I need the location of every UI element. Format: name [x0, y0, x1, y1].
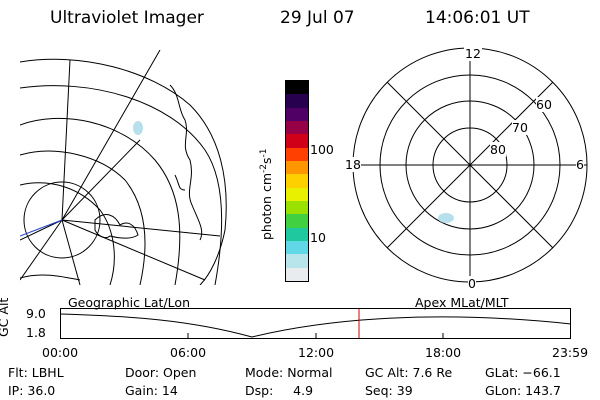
status-ip: IP: 36.0 [8, 383, 56, 398]
timeline-plot [60, 308, 572, 339]
colorbar-segment [286, 107, 308, 121]
x-tick-1800: 18:00 [425, 345, 462, 360]
timeline-y-title: GC Alt [0, 297, 11, 337]
app-title: Ultraviolet Imager [50, 8, 204, 28]
status-dsp: Dsp: 4.9 [245, 383, 314, 398]
colorbar-segment [286, 200, 308, 215]
status-mode: Mode: Normal [245, 365, 333, 380]
colorbar-tick-100: 100 [310, 142, 334, 157]
status-seq: Seq: 39 [365, 383, 413, 398]
status-glat: GLat: −66.1 [485, 365, 561, 380]
mlt-label-12: 12 [464, 46, 482, 61]
lat-label-80: 80 [490, 142, 506, 157]
x-tick-1200: 12:00 [298, 345, 335, 360]
status-glon: GLon: 143.7 [485, 383, 561, 398]
colorbar-segment [286, 174, 308, 188]
status-gain: Gain: 14 [125, 383, 178, 398]
colorbar-segment [286, 147, 308, 161]
mlt-label-0: 0 [468, 276, 476, 291]
x-tick-0000: 00:00 [42, 345, 79, 360]
aurora-blob-polar [438, 213, 454, 223]
aurora-blob-map [133, 121, 143, 135]
mlt-label-18: 18 [345, 157, 361, 172]
colorbar-tick-10: 10 [310, 230, 326, 245]
colorbar-segment [286, 120, 308, 135]
timeline-left-label: Geographic Lat/Lon [68, 295, 190, 310]
timeline-right-label: Apex MLat/MLT [415, 295, 509, 310]
status-flt: Flt: LBHL [8, 365, 64, 380]
colorbar-segment [286, 254, 308, 268]
y-tick-9: 9.0 [26, 306, 46, 321]
colorbar-segment [286, 94, 308, 108]
date-label: 29 Jul 07 [280, 8, 355, 28]
status-gc-alt: GC Alt: 7.6 Re [365, 365, 453, 380]
colorbar-segment [286, 134, 308, 148]
lat-label-60: 60 [536, 97, 552, 112]
x-tick-0600: 06:00 [170, 345, 207, 360]
colorbar-segment [286, 267, 308, 281]
colorbar-unit-label: photon cm-2s-1 [259, 148, 275, 240]
colorbar-segment [286, 227, 308, 241]
polar-plot [352, 47, 588, 283]
lat-label-70: 70 [512, 120, 528, 135]
colorbar-segment [286, 187, 308, 201]
colorbar-segment [286, 160, 308, 175]
y-tick-1-8: 1.8 [26, 325, 46, 340]
time-label: 14:06:01 UT [425, 8, 530, 28]
geographic-map [20, 49, 227, 285]
colorbar-segment [286, 240, 308, 255]
mlt-label-6: 6 [576, 157, 584, 172]
colorbar [285, 80, 309, 282]
x-tick-2359: 23:59 [552, 345, 589, 360]
colorbar-segment [286, 81, 308, 95]
colorbar-segment [286, 214, 308, 228]
status-door: Door: Open [125, 365, 197, 380]
